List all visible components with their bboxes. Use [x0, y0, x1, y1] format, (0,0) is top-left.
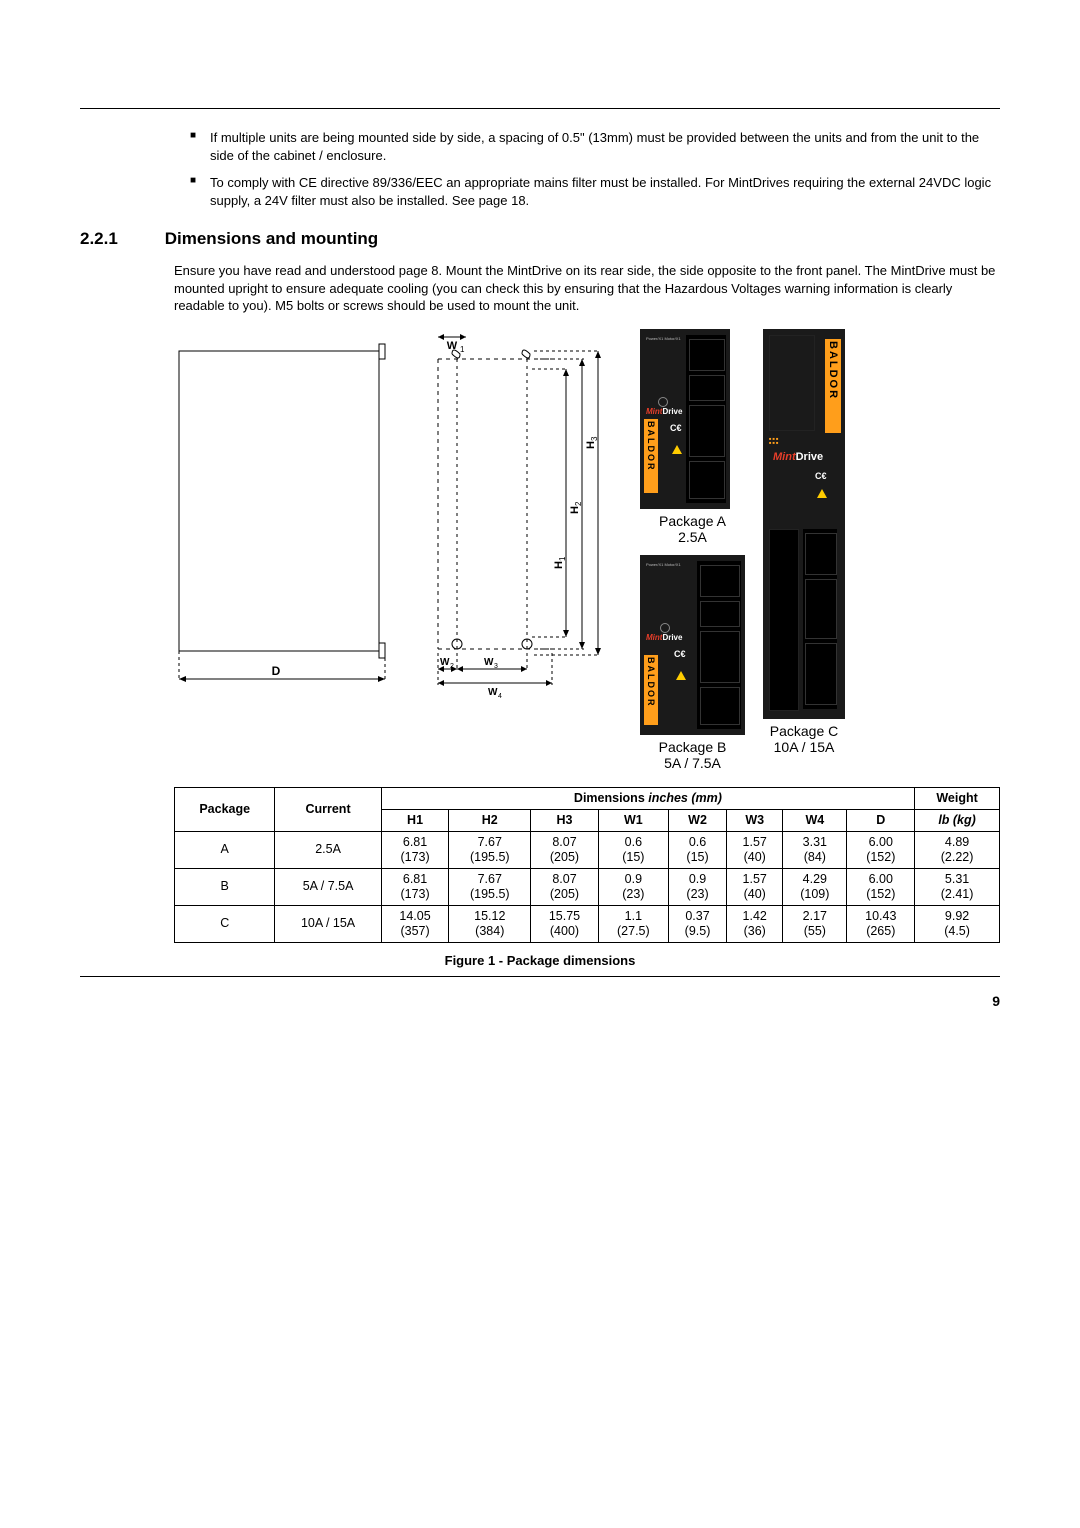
- table-cell: 15.12(384): [449, 905, 531, 942]
- col-group-dims: Dimensions inches (mm): [381, 787, 914, 809]
- package-b-label: Package B: [659, 739, 727, 755]
- table-cell: 7.67(195.5): [449, 868, 531, 905]
- col-w1: W1: [598, 809, 668, 831]
- section-title: Dimensions and mounting: [165, 229, 378, 248]
- figure-1: D W1: [80, 329, 1000, 771]
- table-row: C10A / 15A14.05(357)15.12(384)15.75(400)…: [175, 905, 1000, 942]
- table-cell: 4.29(109): [783, 868, 847, 905]
- table-cell: 7.67(195.5): [449, 831, 531, 868]
- package-c-current: 10A / 15A: [774, 739, 835, 755]
- package-a-label: Package A: [659, 513, 726, 529]
- svg-text:H: H: [553, 561, 565, 569]
- col-current: Current: [275, 787, 381, 831]
- table-cell: 0.6(15): [668, 831, 726, 868]
- package-b-render: BALDOR MintDrive Power/X1 Motor/X1 C€: [640, 555, 745, 771]
- bottom-rule: [80, 976, 1000, 977]
- svg-text:3: 3: [494, 663, 498, 670]
- table-cell: C: [175, 905, 275, 942]
- table-cell: 9.92(4.5): [915, 905, 1000, 942]
- package-c-render: BALDOR MintDrive C€ ■ ■ ■■ ■ ■ Package C…: [763, 329, 845, 755]
- svg-text:2: 2: [450, 663, 454, 670]
- table-cell: 1.1(27.5): [598, 905, 668, 942]
- package-b-current: 5A / 7.5A: [664, 755, 721, 771]
- front-view-diagram: W1 H3: [422, 329, 622, 699]
- table-cell: 15.75(400): [531, 905, 599, 942]
- table-cell: 4.89(2.22): [915, 831, 1000, 868]
- svg-text:2: 2: [574, 501, 583, 506]
- table-cell: 0.9(23): [598, 868, 668, 905]
- col-w2: W2: [668, 809, 726, 831]
- col-package: Package: [175, 787, 275, 831]
- table-cell: B: [175, 868, 275, 905]
- table-cell: 6.00(152): [847, 831, 915, 868]
- col-weight: lb (kg): [915, 809, 1000, 831]
- table-cell: 6.81(173): [381, 831, 449, 868]
- col-w4: W4: [783, 809, 847, 831]
- table-row: A2.5A6.81(173)7.67(195.5)8.07(205)0.6(15…: [175, 831, 1000, 868]
- table-cell: 10A / 15A: [275, 905, 381, 942]
- table-cell: 1.42(36): [727, 905, 783, 942]
- table-cell: 5A / 7.5A: [275, 868, 381, 905]
- bullet-list: If multiple units are being mounted side…: [80, 129, 1000, 209]
- col-h3: H3: [531, 809, 599, 831]
- table-cell: 8.07(205): [531, 831, 599, 868]
- dimensions-table: Package Current Dimensions inches (mm) W…: [174, 787, 1000, 943]
- table-cell: 0.6(15): [598, 831, 668, 868]
- table-cell: 10.43(265): [847, 905, 915, 942]
- svg-text:W: W: [447, 340, 458, 352]
- svg-text:W: W: [484, 657, 494, 668]
- table-cell: 2.17(55): [783, 905, 847, 942]
- table-cell: 1.57(40): [727, 868, 783, 905]
- table-cell: 5.31(2.41): [915, 868, 1000, 905]
- svg-text:1: 1: [558, 556, 567, 561]
- svg-text:W: W: [488, 687, 498, 698]
- table-cell: 1.57(40): [727, 831, 783, 868]
- col-w3: W3: [727, 809, 783, 831]
- svg-text:4: 4: [498, 693, 502, 699]
- figure-caption: Figure 1 - Package dimensions: [80, 953, 1000, 968]
- package-a-current: 2.5A: [678, 529, 707, 545]
- dim-label-D: D: [272, 664, 281, 678]
- table-cell: 3.31(84): [783, 831, 847, 868]
- table-cell: 0.9(23): [668, 868, 726, 905]
- table-cell: 6.00(152): [847, 868, 915, 905]
- table-cell: 2.5A: [275, 831, 381, 868]
- svg-text:H: H: [569, 506, 581, 514]
- section-heading: 2.2.1 Dimensions and mounting: [80, 229, 1000, 249]
- svg-text:H: H: [585, 441, 597, 449]
- package-a-render: BALDOR MintDrive Power/X1 Motor/X1 C€: [640, 329, 745, 545]
- col-group-weight: Weight: [915, 787, 1000, 809]
- col-h1: H1: [381, 809, 449, 831]
- side-view-diagram: D: [174, 329, 404, 699]
- bullet-item: To comply with CE directive 89/336/EEC a…: [190, 174, 1000, 209]
- package-c-label: Package C: [770, 723, 838, 739]
- section-number: 2.2.1: [80, 229, 160, 249]
- bullet-item: If multiple units are being mounted side…: [190, 129, 1000, 164]
- dimensions-tbody: A2.5A6.81(173)7.67(195.5)8.07(205)0.6(15…: [175, 831, 1000, 942]
- svg-text:3: 3: [590, 436, 599, 441]
- top-rule: [80, 108, 1000, 109]
- svg-text:1: 1: [460, 345, 465, 354]
- col-d: D: [847, 809, 915, 831]
- svg-text:W: W: [440, 657, 450, 668]
- table-cell: 8.07(205): [531, 868, 599, 905]
- body-paragraph: Ensure you have read and understood page…: [80, 262, 1000, 315]
- table-cell: 0.37(9.5): [668, 905, 726, 942]
- table-cell: 6.81(173): [381, 868, 449, 905]
- col-h2: H2: [449, 809, 531, 831]
- table-cell: 14.05(357): [381, 905, 449, 942]
- table-row: B5A / 7.5A6.81(173)7.67(195.5)8.07(205)0…: [175, 868, 1000, 905]
- table-cell: A: [175, 831, 275, 868]
- page-number: 9: [80, 993, 1000, 1009]
